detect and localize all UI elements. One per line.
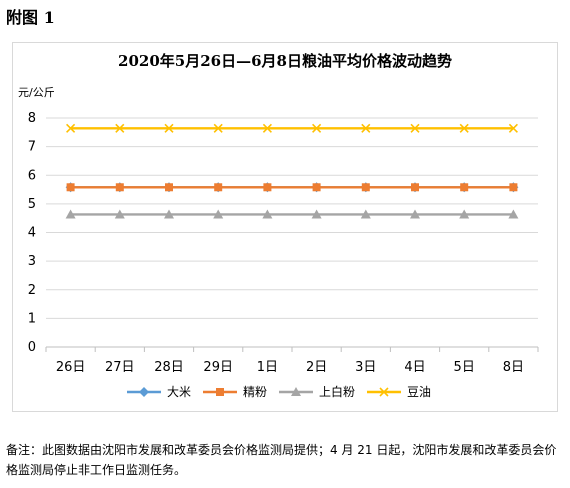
legend-label: 大米 [167,385,191,399]
legend-marker [291,387,301,396]
y-tick-label: 3 [28,254,36,269]
x-tick-label: 26日 [56,360,86,375]
y-tick-label: 7 [28,140,36,155]
data-point [115,123,125,133]
legend-item: 大米 [127,385,191,399]
data-point [214,183,223,192]
x-tick-label: 27日 [105,360,135,375]
legend-label: 豆油 [407,385,431,399]
chart-title: 2020年5月26日—6月8日粮油平均价格波动趋势 [118,52,452,70]
x-tick-label: 29日 [203,360,233,375]
gridlines [46,117,538,348]
legend-item: 上白粉 [279,384,355,399]
x-tick-label: 2日 [306,360,327,375]
page-heading: 附图 1 [6,8,55,27]
legend-item: 精粉 [203,385,267,399]
x-tick-label: 28日 [154,360,184,375]
y-tick-label: 4 [28,226,36,241]
y-tick-label: 1 [28,311,36,326]
data-point [459,123,469,133]
data-point [164,123,174,133]
chart-frame [12,42,558,412]
y-tick-label: 5 [28,197,36,212]
data-point [66,183,75,192]
data-point [508,209,519,219]
data-point [66,123,76,133]
data-point [165,183,173,192]
data-point [361,183,370,192]
data-point [410,209,420,219]
y-tick-label: 2 [28,283,36,298]
data-point [213,209,224,219]
legend-item: 豆油 [367,385,431,399]
x-tick-label: 5日 [454,360,475,375]
series-3 [66,123,518,133]
legend-marker [139,387,149,397]
legend-label: 上白粉 [319,384,355,399]
data-point [312,123,322,133]
series-lines [65,123,519,219]
data-point [410,123,420,133]
data-point [115,183,124,192]
data-point [263,183,272,192]
data-point [213,123,223,133]
data-point [459,209,470,219]
y-tick-label: 0 [28,340,36,355]
footnote: 备注：此图数据由沈阳市发展和改革委员会价格监测局提供；4 月 21 日起，沈阳市… [6,443,557,477]
data-point [509,183,518,192]
series-1 [66,183,518,192]
y-tick-label: 6 [28,168,36,183]
data-point [411,183,419,192]
legend-marker [379,387,389,397]
data-point [114,209,125,219]
data-point [312,183,321,192]
x-tick-label: 3日 [355,360,376,375]
data-point [262,209,273,219]
data-point [65,209,76,219]
data-point [361,123,371,133]
data-point [262,123,272,133]
x-tick-label: 1日 [257,360,278,375]
x-tick-label: 8日 [503,360,524,375]
axes: 0 1 2 3 4 5 6 7 8 26日 27日 28日 29日 1日 2日 3日 4日 5日 8日 [28,111,539,375]
data-point [311,209,322,219]
data-point [360,209,371,219]
legend: 大米 精粉 上白粉 豆油 [127,384,431,399]
series-2 [65,209,519,219]
data-point [508,123,518,133]
x-tick-label: 4日 [404,360,425,375]
legend-marker [216,388,224,396]
legend-label: 精粉 [243,385,267,399]
data-point [164,209,174,219]
y-tick-label: 8 [28,111,36,126]
data-point [460,183,469,192]
y-axis-unit-label: 元/公斤 [18,86,55,99]
